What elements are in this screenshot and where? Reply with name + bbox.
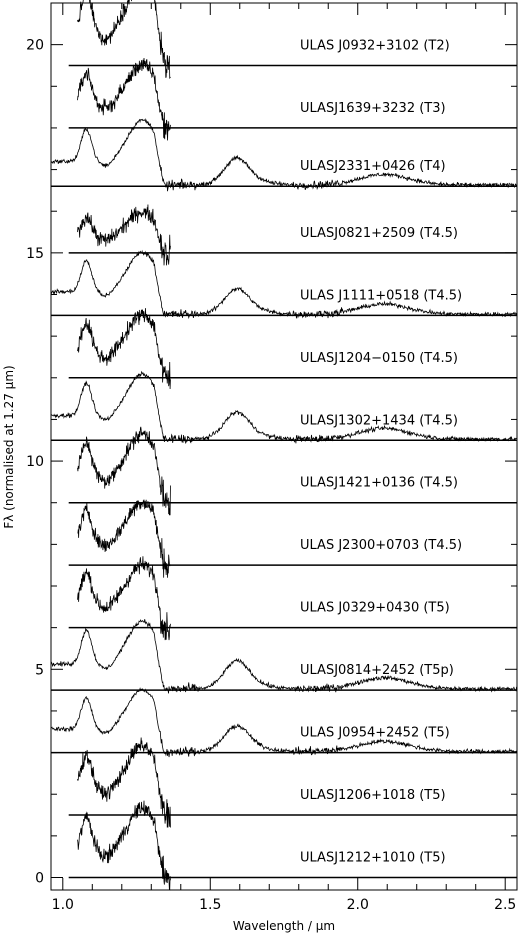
series-label-13: ULASJ1212+1010 (T5) <box>300 851 446 866</box>
spectrum-11 <box>50 687 518 758</box>
series-label-5: ULASJ1204−0150 (T4.5) <box>300 351 458 366</box>
spectra-layer <box>50 0 518 891</box>
spectrum-7 <box>77 426 171 516</box>
spectrum-1 <box>77 57 171 141</box>
y-tick-label: 0 <box>35 871 44 887</box>
y-tick-label: 20 <box>26 38 44 54</box>
series-label-8: ULAS J2300+0703 (T4.5) <box>300 538 462 553</box>
spectrum-8 <box>77 499 171 578</box>
series-label-7: ULASJ1421+0136 (T4.5) <box>300 476 458 491</box>
baselines-layer <box>51 64 517 879</box>
series-label-0: ULAS J0932+3102 (T2) <box>300 38 450 53</box>
x-tick-label: 2.0 <box>347 897 369 913</box>
spectrum-9 <box>77 556 171 641</box>
spectrum-5 <box>77 308 171 390</box>
y-tick-label: 5 <box>35 662 44 678</box>
series-label-6: ULASJ1302+1434 (T4.5) <box>300 413 458 428</box>
x-axis-label: Wavelength / μm <box>233 919 335 933</box>
series-label-4: ULAS J1111+0518 (T4.5) <box>300 288 462 303</box>
spectrum-12 <box>77 737 171 828</box>
series-label-9: ULAS J0329+0430 (T5) <box>300 601 450 616</box>
spectrum-0 <box>77 0 171 79</box>
spectrum-4 <box>50 249 518 320</box>
series-label-3: ULASJ0821+2509 (T4.5) <box>300 226 458 241</box>
y-axis-label: Fλ (normalised at 1.27 μm) <box>2 365 16 528</box>
plot-frame <box>50 2 518 891</box>
spectrum-6 <box>50 370 518 444</box>
x-tick-label: 1.0 <box>52 897 74 913</box>
spectrum-3 <box>77 204 171 266</box>
series-label-2: ULASJ2331+0426 (T4) <box>300 159 446 174</box>
series-label-11: ULAS J0954+2452 (T5) <box>300 726 450 741</box>
spectrum-2 <box>50 118 518 192</box>
labels-layer: ULAS J0932+3102 (T2) ULASJ1639+3232 (T3) U… <box>300 38 462 865</box>
x-tick-label: 1.5 <box>199 897 221 913</box>
spectrum-10 <box>50 619 518 694</box>
x-tick-label: 2.5 <box>494 897 516 913</box>
series-label-10: ULASJ0814+2452 (T5p) <box>300 663 454 678</box>
ticks-layer: 1.0 1.5 2.0 2.5 0 5 10 15 20 <box>26 2 517 913</box>
series-label-1: ULASJ1639+3232 (T3) <box>300 101 446 116</box>
series-label-12: ULASJ1206+1018 (T5) <box>300 788 446 803</box>
y-tick-label: 15 <box>26 246 44 262</box>
spectrum-13 <box>77 800 171 891</box>
y-tick-label: 10 <box>26 454 44 470</box>
